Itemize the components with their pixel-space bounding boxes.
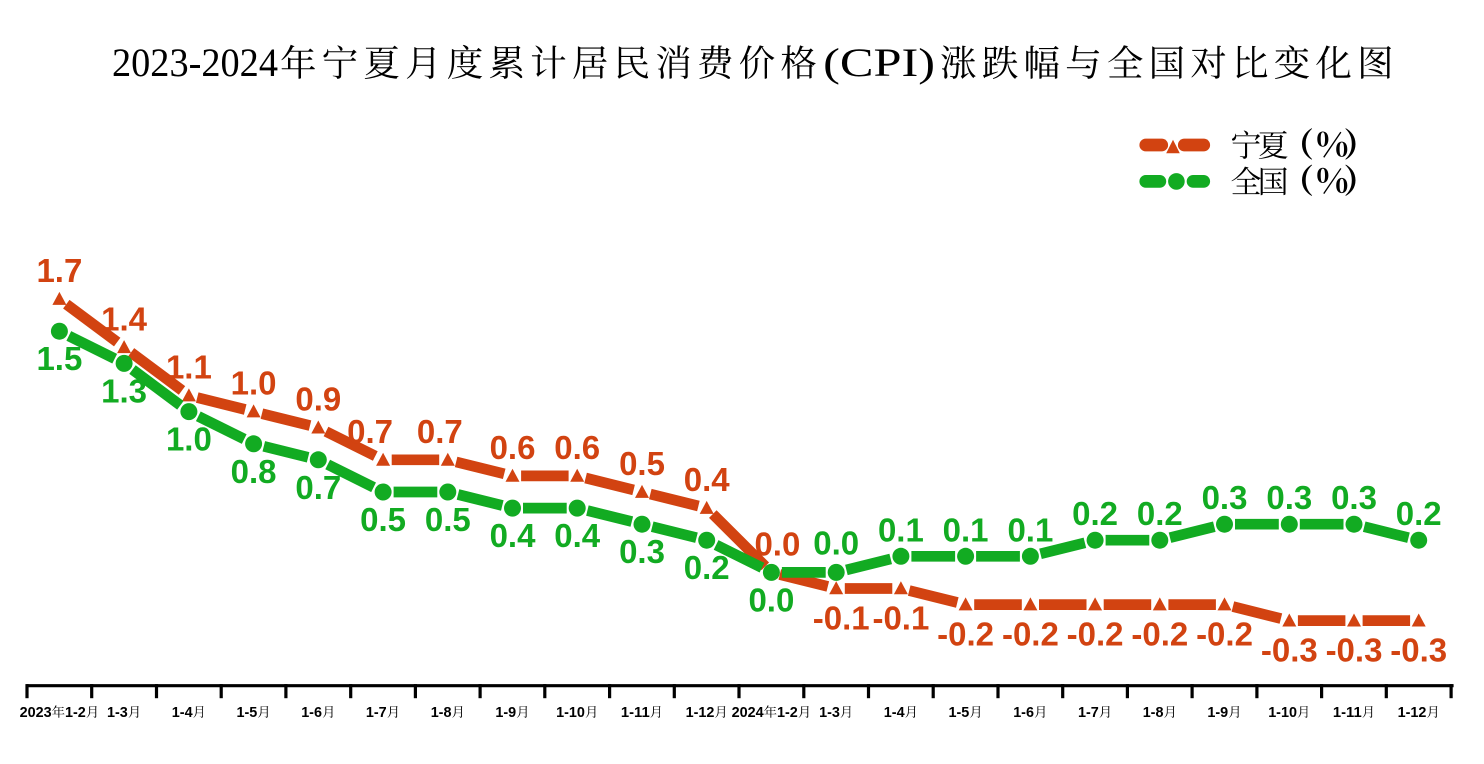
svg-text:1-5: 1-5 [237, 705, 258, 721]
svg-text:0.6: 0.6 [490, 429, 536, 466]
svg-text:1-9: 1-9 [1207, 705, 1228, 721]
svg-text:1-11: 1-11 [621, 705, 650, 721]
svg-text:1-8: 1-8 [1143, 705, 1164, 721]
svg-text:1-3: 1-3 [819, 705, 840, 721]
svg-text:-0.1: -0.1 [872, 600, 929, 637]
svg-text:1-7: 1-7 [1078, 705, 1099, 721]
svg-text:-0.2: -0.2 [1002, 616, 1059, 653]
svg-text:0.0: 0.0 [754, 525, 800, 562]
svg-text:0.6: 0.6 [554, 429, 600, 466]
svg-text:1-7: 1-7 [366, 705, 387, 721]
svg-text:0.5: 0.5 [360, 501, 406, 538]
svg-text:1-2: 1-2 [777, 705, 798, 721]
svg-text:-0.2: -0.2 [937, 616, 994, 653]
svg-text:2023-2024: 2023-2024 [112, 40, 278, 85]
svg-text:0.1: 0.1 [943, 511, 989, 548]
svg-text:1-4: 1-4 [884, 705, 905, 721]
svg-text:0.2: 0.2 [1137, 495, 1183, 532]
svg-text:0.7: 0.7 [295, 469, 341, 506]
svg-text:0.3: 0.3 [1266, 479, 1312, 516]
svg-text:1.0: 1.0 [166, 421, 212, 458]
svg-text:0.2: 0.2 [1072, 495, 1118, 532]
svg-text:1.0: 1.0 [231, 365, 277, 402]
svg-text:2023: 2023 [20, 705, 52, 721]
svg-text:0.5: 0.5 [425, 501, 471, 538]
svg-text:0.3: 0.3 [1202, 479, 1248, 516]
svg-text:1.1: 1.1 [166, 349, 212, 386]
svg-text:0.7: 0.7 [417, 413, 463, 450]
svg-text:-0.2: -0.2 [1196, 616, 1253, 653]
svg-text:1-5: 1-5 [949, 705, 970, 721]
svg-text:1-9: 1-9 [495, 705, 516, 721]
svg-text:1-2: 1-2 [65, 705, 86, 721]
svg-text:1-10: 1-10 [1268, 705, 1297, 721]
svg-text:1-12: 1-12 [1398, 705, 1427, 721]
svg-text:1-3: 1-3 [107, 705, 128, 721]
svg-text:-0.2: -0.2 [1131, 616, 1188, 653]
svg-text:1-11: 1-11 [1333, 705, 1362, 721]
svg-text:0.4: 0.4 [684, 461, 731, 498]
svg-text:1-4: 1-4 [172, 705, 193, 721]
svg-text:0.0: 0.0 [748, 581, 794, 618]
svg-text:2024: 2024 [732, 705, 764, 721]
svg-text:0.4: 0.4 [490, 517, 537, 554]
svg-text:1.5: 1.5 [36, 340, 82, 377]
svg-text:0.8: 0.8 [231, 453, 277, 490]
svg-text:-0.2: -0.2 [1067, 616, 1124, 653]
svg-text:1.4: 1.4 [101, 300, 148, 337]
svg-text:1.7: 1.7 [36, 252, 82, 289]
svg-text:-0.3: -0.3 [1261, 632, 1318, 669]
svg-text:-0.3: -0.3 [1326, 632, 1383, 669]
svg-text:0.2: 0.2 [684, 549, 730, 586]
svg-text:-0.1: -0.1 [813, 600, 870, 637]
svg-text:0.0: 0.0 [813, 524, 859, 561]
svg-text:1-6: 1-6 [301, 705, 322, 721]
svg-text:0.1: 0.1 [878, 511, 924, 548]
svg-text:0.1: 0.1 [1007, 511, 1053, 548]
svg-text:0.4: 0.4 [554, 517, 601, 554]
svg-text:0.7: 0.7 [347, 413, 393, 450]
svg-text:0.5: 0.5 [619, 445, 665, 482]
svg-text:1-8: 1-8 [431, 705, 452, 721]
svg-text:(CPI): (CPI) [823, 40, 935, 85]
svg-text:0.2: 0.2 [1396, 495, 1442, 532]
svg-text:1.3: 1.3 [101, 372, 147, 409]
svg-text:1-12: 1-12 [686, 705, 715, 721]
svg-text:1-10: 1-10 [556, 705, 585, 721]
svg-text:0.3: 0.3 [619, 533, 665, 570]
svg-text:0.9: 0.9 [295, 381, 341, 418]
svg-text:1-6: 1-6 [1013, 705, 1034, 721]
svg-text:-0.3: -0.3 [1390, 632, 1447, 669]
svg-text:0.3: 0.3 [1331, 479, 1377, 516]
